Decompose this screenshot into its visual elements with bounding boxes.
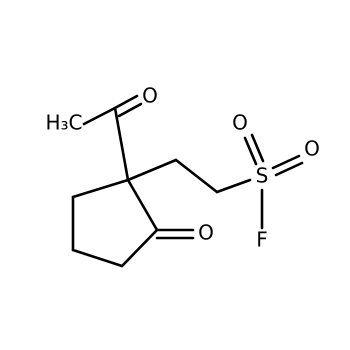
bonds [71,94,304,268]
bond [120,228,159,268]
bond [126,158,178,182]
bond [271,154,301,170]
bond [71,248,124,268]
atom-label: H₃C [45,111,82,135]
atom-label: S [256,164,269,188]
bond [250,133,265,163]
bond [82,106,117,126]
atom-label: F [256,228,268,252]
atom-label: O [198,221,214,245]
atom-label: O [232,111,248,135]
bond [126,178,159,232]
bond [117,102,143,118]
bond [243,136,258,166]
atom-label: O [142,84,158,108]
bond [71,178,130,199]
bond [274,161,304,177]
bond [174,158,219,194]
bond [113,94,139,110]
bond [113,106,130,182]
bond [215,178,252,194]
atom-label: O [304,137,320,161]
